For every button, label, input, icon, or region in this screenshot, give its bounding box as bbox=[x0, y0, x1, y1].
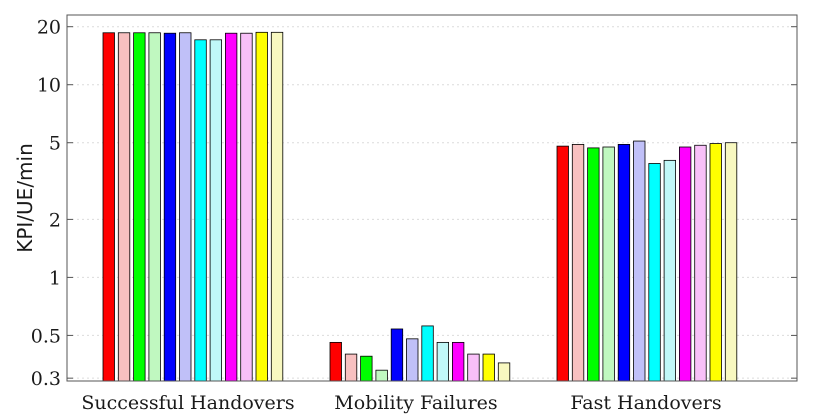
bar bbox=[329, 341, 342, 382]
bar bbox=[406, 338, 419, 382]
bar bbox=[451, 341, 465, 382]
bar bbox=[148, 32, 161, 382]
bar bbox=[360, 355, 373, 382]
bar bbox=[194, 39, 207, 382]
bar bbox=[133, 32, 146, 382]
bar bbox=[270, 31, 284, 382]
bar bbox=[648, 163, 661, 382]
bar bbox=[240, 32, 253, 382]
bar bbox=[179, 32, 192, 382]
x-category-label: Fast Handovers bbox=[570, 392, 721, 414]
y-tick-label: 1 bbox=[49, 267, 61, 289]
y-tick-label: 2 bbox=[49, 209, 61, 231]
x-category-label: Successful Handovers bbox=[81, 392, 294, 414]
y-tick-label: 0.5 bbox=[31, 325, 61, 347]
bar bbox=[663, 159, 676, 382]
bar bbox=[390, 328, 404, 382]
bar bbox=[344, 353, 358, 382]
y-tick-label: 0.3 bbox=[31, 368, 61, 390]
y-axis: 0.3 0.5 1 2 5 10 20 bbox=[31, 17, 797, 390]
bar bbox=[497, 362, 511, 382]
bar bbox=[117, 32, 131, 382]
bar bbox=[467, 353, 480, 382]
plot-frame bbox=[66, 14, 798, 382]
bar bbox=[571, 144, 585, 382]
bar bbox=[587, 147, 600, 382]
bar bbox=[436, 341, 450, 382]
y-tick-label: 20 bbox=[37, 17, 61, 39]
bar bbox=[724, 142, 738, 382]
x-axis: Successful Handovers Mobility Failures Fas… bbox=[81, 392, 721, 414]
bar bbox=[679, 146, 692, 382]
bar bbox=[102, 32, 115, 382]
bar bbox=[556, 145, 569, 382]
bars bbox=[102, 31, 738, 382]
bar bbox=[482, 353, 495, 382]
bar bbox=[617, 144, 631, 382]
y-tick-label: 5 bbox=[49, 133, 61, 155]
bar bbox=[375, 369, 388, 382]
bar bbox=[633, 140, 646, 382]
y-tick-label: 10 bbox=[37, 75, 61, 97]
bar bbox=[224, 32, 238, 382]
bar bbox=[255, 31, 268, 382]
bar bbox=[163, 32, 177, 382]
bar bbox=[694, 144, 707, 382]
x-category-label: Mobility Failures bbox=[334, 392, 497, 414]
bar bbox=[209, 39, 223, 382]
bar bbox=[421, 325, 434, 382]
y-axis-title: KPI/UE/min bbox=[13, 143, 37, 253]
bar bbox=[709, 143, 722, 382]
bar bbox=[602, 146, 615, 382]
